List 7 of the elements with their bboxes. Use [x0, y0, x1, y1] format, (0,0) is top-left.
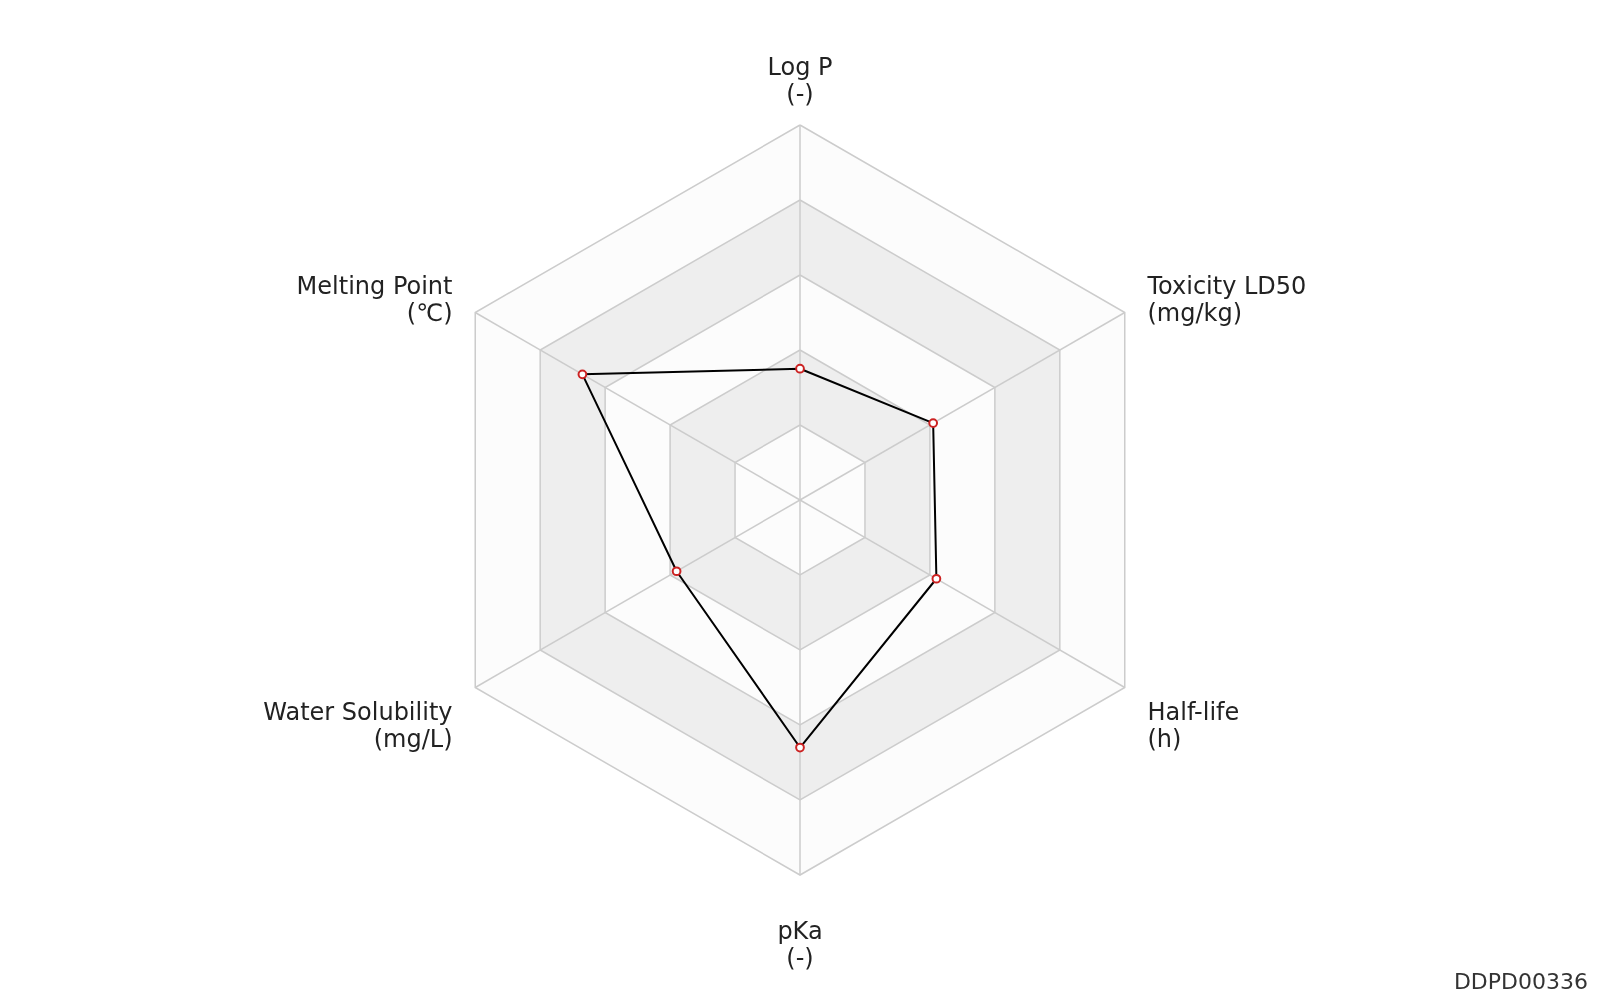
spoke-label: Half-life (h)	[1147, 697, 1240, 753]
text: DDPD00336	[1453, 969, 1588, 994]
spoke-label: pKa (-)	[777, 917, 823, 973]
spoke-label: Melting Point (℃)	[296, 272, 453, 328]
spoke-label: Water Solubility (mg/L)	[263, 697, 453, 753]
spoke-label: Toxicity LD50 (mg/kg)	[1146, 272, 1307, 328]
spoke-label: Log P (-)	[767, 52, 833, 108]
